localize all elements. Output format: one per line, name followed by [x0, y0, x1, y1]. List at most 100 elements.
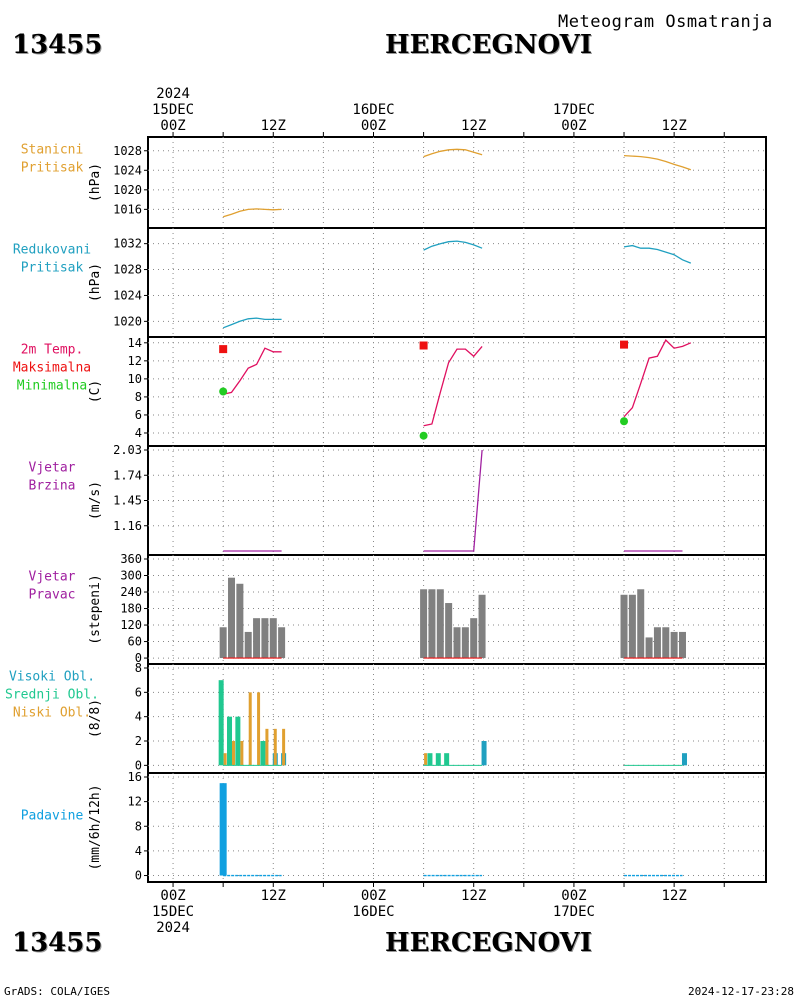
y-tick-label: 12: [128, 354, 142, 368]
series-line: [623, 154, 692, 171]
wind-direction-bar: [253, 618, 261, 659]
bottom-time-label: 00Z: [160, 888, 185, 904]
cloud-bar: [435, 753, 441, 766]
panel-frame: [147, 772, 767, 883]
bottom-time-label: 12Z: [261, 888, 286, 904]
y-tick-label: 60: [128, 635, 142, 649]
min-temp-marker: [219, 387, 228, 396]
panel-4: 1.16 1.45 1.74 2.03 (m/s) Vjetar Brzina: [29, 443, 767, 556]
y-tick-label: 1.16: [113, 519, 142, 533]
top-time-label: 00Z: [561, 118, 586, 134]
series-line: [223, 208, 282, 218]
precip-bar: [219, 783, 227, 876]
series-line: [423, 345, 483, 427]
panel-label: Minimalna: [17, 379, 87, 394]
station-id-top: 13455: [12, 30, 103, 60]
y-tick-label: 1024: [113, 163, 142, 177]
y-tick-label: 8: [135, 819, 142, 833]
panel-label: Pritisak: [21, 261, 84, 276]
wind-direction-bar: [269, 618, 277, 659]
panel-label: Vjetar: [29, 570, 76, 585]
bottom-time-label: 00Z: [361, 888, 386, 904]
wind-direction-bar: [620, 594, 628, 659]
wind-direction-bar: [461, 627, 469, 659]
panel-label: Padavine: [21, 809, 84, 824]
grads-credit: GrADS: COLA/IGES: [4, 985, 110, 998]
y-tick-label: 2: [135, 734, 142, 748]
max-temp-marker: [219, 345, 228, 354]
wind-direction-bar: [420, 589, 428, 659]
cloud-bar: [427, 753, 433, 766]
panel-frame: [147, 336, 767, 447]
bottom-time-label: 12Z: [661, 888, 686, 904]
station-name-top: HERCEGNOVI: [385, 30, 592, 60]
bottom-time-label: 17DEC: [553, 904, 595, 920]
y-tick-label: 0: [135, 758, 142, 772]
top-time-label: 2024: [156, 86, 190, 102]
y-tick-label: 1024: [113, 288, 142, 302]
max-temp-marker: [419, 341, 428, 350]
max-temp-marker: [620, 340, 629, 349]
panel-label: Visoki Obl.: [9, 670, 95, 685]
top-time-label: 12Z: [261, 118, 286, 134]
y-tick-label: 2.03: [113, 443, 142, 457]
cloud-bar: [444, 753, 450, 766]
panel-label: Niski Obl.: [13, 706, 91, 721]
cloud-bar: [227, 716, 233, 766]
wind-direction-bar: [278, 627, 286, 659]
y-axis-label: (hPa): [88, 163, 103, 202]
station-id-bottom: 13455: [12, 928, 103, 958]
min-temp-marker: [419, 431, 428, 440]
panel-label: Stanicni: [21, 143, 84, 158]
panel-5: 0 60 120 180 240 300 360 (stepeni) Vjetar Pravac: [29, 552, 767, 665]
wind-direction-bar: [428, 589, 436, 659]
wind-direction-bar: [236, 583, 244, 659]
wind-direction-bar: [219, 627, 227, 659]
y-tick-label: 4: [135, 426, 142, 440]
wind-direction-bar: [678, 631, 686, 659]
y-tick-label: 8: [135, 661, 142, 675]
y-axis-label: (stepeni): [88, 574, 103, 644]
y-tick-label: 240: [120, 585, 142, 599]
panel-label: Redukovani: [13, 243, 91, 258]
wind-direction-bar: [637, 589, 645, 659]
y-tick-label: 1028: [113, 263, 142, 277]
y-tick-label: 1032: [113, 237, 142, 251]
y-tick-label: 14: [128, 336, 142, 350]
wind-direction-bar: [645, 637, 653, 659]
cloud-bar: [681, 753, 687, 766]
y-tick-label: 180: [120, 602, 142, 616]
station-name-bottom: HERCEGNOVI: [385, 928, 592, 958]
y-tick-label: 1016: [113, 202, 142, 216]
wind-direction-bar: [478, 594, 486, 659]
y-tick-label: 6: [135, 685, 142, 699]
top-time-label: 17DEC: [553, 102, 595, 118]
y-tick-label: 1020: [113, 183, 142, 197]
panel-label: Pravac: [29, 588, 76, 603]
cloud-bar: [223, 753, 227, 766]
y-tick-label: 4: [135, 844, 142, 858]
panel-label: Vjetar: [29, 461, 76, 476]
wind-direction-bar: [244, 631, 252, 659]
cloud-bar: [481, 741, 487, 766]
series-line: [623, 244, 692, 264]
y-axis-label: (m/s): [88, 481, 103, 520]
bottom-time-label: 15DEC: [152, 904, 194, 920]
cloud-bar: [265, 728, 269, 766]
cloud-bar: [260, 741, 266, 766]
top-time-label: 16DEC: [352, 102, 394, 118]
series-line: [423, 240, 483, 251]
cloud-bar: [248, 692, 252, 766]
panel-label: Srednji Obl.: [5, 688, 99, 703]
cloud-bar: [257, 692, 261, 766]
y-tick-label: 12: [128, 795, 142, 809]
y-axis-label: (8/8): [88, 699, 103, 738]
wind-direction-bar: [436, 589, 444, 659]
cloud-bar: [282, 728, 286, 766]
y-axis-label: (hPa): [88, 263, 103, 302]
wind-direction-bar: [445, 603, 453, 659]
wind-direction-bar: [662, 627, 670, 659]
y-tick-label: 0: [135, 869, 142, 883]
panel-1: 1016 1020 1024 1028 (hPa) Stanicni Pritisak: [21, 136, 767, 229]
